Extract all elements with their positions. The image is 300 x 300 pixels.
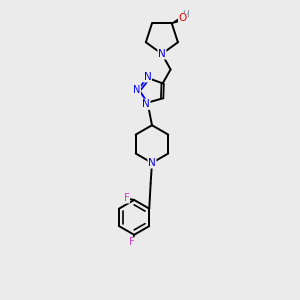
Text: N: N xyxy=(158,49,166,59)
Text: N: N xyxy=(142,99,150,109)
Text: F: F xyxy=(124,193,130,203)
Text: O: O xyxy=(178,14,187,23)
Polygon shape xyxy=(172,18,181,23)
Text: N: N xyxy=(133,85,140,95)
Text: F: F xyxy=(129,237,135,247)
Text: N: N xyxy=(144,72,151,82)
Text: H: H xyxy=(182,11,189,20)
Text: N: N xyxy=(148,158,156,168)
